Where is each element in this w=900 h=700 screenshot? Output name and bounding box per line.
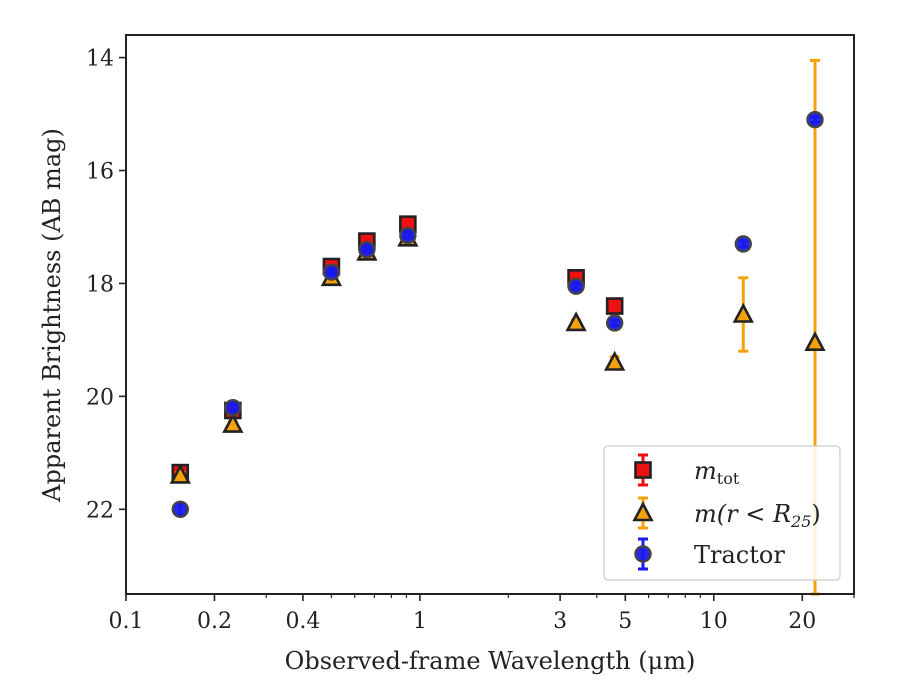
x-tick-label: 3	[553, 609, 567, 634]
y-axis-ticks: 14 16 18 20 22	[86, 47, 126, 523]
x-axis-label: Observed-frame Wavelength (μm)	[285, 647, 696, 675]
point-tractor	[322, 263, 341, 281]
legend-label-mr25-sub: 25	[790, 512, 811, 531]
legend-box	[603, 445, 841, 581]
point-tractor	[806, 110, 824, 129]
point-tractor	[734, 235, 752, 253]
y-tick-label: 14	[86, 47, 114, 72]
legend-marker-mtot	[634, 461, 652, 479]
y-tick-label: 16	[86, 160, 114, 185]
series-mtot	[171, 215, 624, 482]
legend: mtot m(r < R25) Tractor	[603, 445, 841, 581]
point-tractor	[567, 277, 585, 295]
legend-marker-tractor	[634, 545, 652, 563]
x-tick-label: 1	[413, 609, 427, 634]
x-tick-label: 10	[700, 609, 728, 634]
legend-label-mr25: m(r < R25)	[694, 500, 821, 531]
x-tick-label: 0.4	[285, 609, 320, 634]
point-tractor	[171, 500, 189, 519]
y-tick-label: 18	[86, 272, 114, 297]
x-tick-label: 0.1	[109, 609, 144, 634]
series-tractor	[171, 110, 824, 519]
x-tick-label: 20	[788, 609, 816, 634]
legend-marker-mr25	[632, 501, 654, 522]
x-tick-label: 0.2	[197, 609, 232, 634]
point-mr25	[565, 311, 587, 332]
y-tick-label: 22	[86, 498, 114, 523]
legend-symbols	[632, 453, 654, 571]
y-tick-label: 20	[86, 385, 114, 410]
x-axis-ticks: 0.1 0.2 0.4 1 3 5 10 20	[109, 594, 855, 634]
point-tractor	[224, 398, 242, 417]
point-mr25	[732, 302, 754, 323]
legend-label-mtot: mtot	[694, 457, 740, 488]
legend-label-mtot-sub: tot	[717, 469, 740, 488]
point-mr25	[604, 350, 626, 371]
x-tick-label: 5	[618, 609, 632, 634]
point-tractor	[358, 240, 376, 259]
point-mr25	[222, 412, 244, 433]
point-tractor	[399, 226, 417, 245]
point-mtot	[605, 297, 624, 315]
legend-label-tractor: Tractor	[694, 541, 785, 569]
legend-label-mr25-close: )	[811, 500, 820, 528]
point-mr25	[169, 463, 191, 484]
legend-label-mr25-main: m(r < R	[694, 500, 791, 528]
point-mr25	[804, 330, 826, 352]
y-axis-label: Apparent Brightness (AB mag)	[38, 128, 66, 503]
legend-label-mtot-main: m	[694, 457, 717, 485]
point-tractor	[605, 314, 624, 332]
plot-frame	[125, 34, 855, 595]
